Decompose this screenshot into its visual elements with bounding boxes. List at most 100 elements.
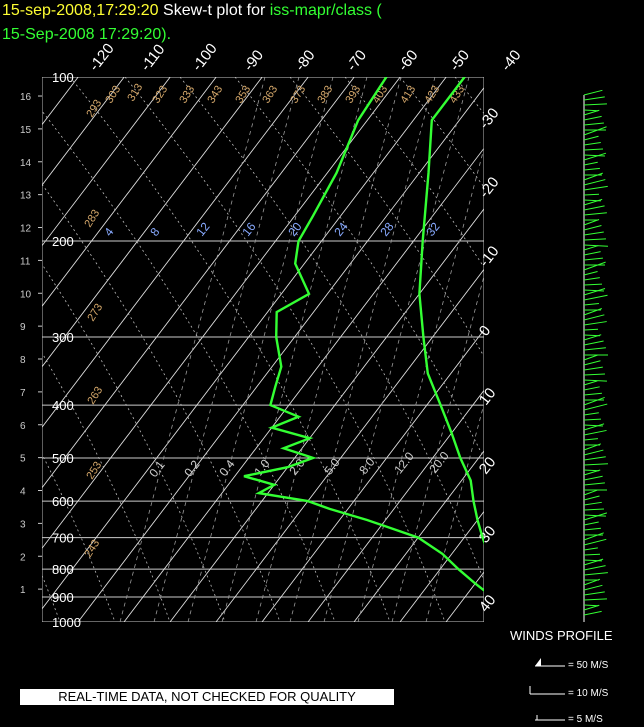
dry-adiabat-label-7: 363 [260, 84, 280, 106]
pressure-label-700: 700 [52, 531, 74, 546]
wind-barb [583, 429, 607, 436]
wind-barb [583, 469, 601, 476]
wind-barb [583, 321, 607, 326]
dry-adiabat-2 [42, 352, 170, 622]
wind-barb [583, 225, 602, 231]
wind-barb [583, 198, 603, 206]
isotherm-top-label-0: -120 [86, 40, 118, 74]
wind-barb [583, 423, 605, 431]
chart-traces [243, 77, 484, 592]
isotherm--20 [307, 389, 484, 622]
height-label-10: 10 [20, 289, 32, 300]
height-label-5: 5 [20, 454, 26, 465]
wind-barb [583, 115, 602, 121]
height-label-12: 12 [20, 224, 32, 235]
wind-barb [583, 591, 605, 596]
wind-barb [583, 244, 608, 247]
wind-barb [583, 245, 599, 251]
mixing-ratio-label-0: 4 [101, 225, 116, 239]
mixing-ratio-line-1 [153, 77, 300, 622]
dry-adiabat-label-12: 413 [398, 84, 418, 106]
wind-barb [583, 294, 608, 301]
wind-barb [583, 456, 606, 461]
height-label-8: 8 [20, 355, 26, 366]
wind-barb [583, 154, 605, 157]
wind-barb [583, 412, 599, 416]
mixing-ratio-line-9 [425, 402, 484, 622]
wind-barb [583, 219, 600, 226]
isotherm-right-label-0: -30 [476, 105, 503, 133]
isotherm--100 [42, 77, 355, 489]
wind-barb [583, 135, 599, 141]
mixing-ratio-label-3: 16 [239, 219, 258, 238]
isotherm--50 [169, 208, 484, 622]
isotherm-right-label-7: 40 [476, 592, 500, 616]
dry-adiabat-5 [42, 110, 335, 622]
wind-barb [583, 572, 608, 576]
winds-profile-title: WINDS PROFILE [510, 628, 613, 643]
title-time: 15-sep-2008,17:29:20 [2, 2, 159, 19]
wind-barb [583, 205, 605, 211]
dry-adiabat-label-16: 273 [85, 302, 105, 324]
dry-adiabat-9 [234, 77, 484, 460]
isotherm-top-label-8: -40 [498, 47, 525, 75]
pressure-label-1000: 1000 [52, 615, 81, 630]
isotherm--110 [42, 77, 309, 429]
wind-barb [583, 521, 599, 526]
wind-barb [583, 438, 598, 441]
dry-adiabat-label-1: 303 [103, 84, 123, 106]
title-prefix: Skew-t plot for [163, 2, 266, 19]
dry-adiabat-label-2: 313 [125, 82, 145, 104]
wind-barb [583, 547, 598, 551]
wind-barb [583, 354, 599, 361]
moist-label-2: 0.4 [216, 457, 238, 479]
wind-barb [583, 424, 604, 427]
wind-barb [583, 141, 601, 146]
wind-barb [583, 96, 605, 101]
isotherm-top-label-3: -90 [240, 47, 267, 75]
wind-barb [583, 610, 602, 616]
mixing-ratio-line-4 [255, 77, 402, 622]
height-label-14: 14 [20, 158, 32, 169]
wind-barb [583, 103, 607, 106]
wind-barb [583, 392, 602, 396]
pressure-label-400: 400 [52, 398, 74, 413]
dry-adiabat-8 [179, 77, 484, 582]
wind-barb [583, 328, 599, 331]
pressure-label-800: 800 [52, 562, 74, 577]
dry-adiabat-label-3: 323 [150, 84, 170, 106]
dry-adiabat-label-17: 263 [85, 385, 105, 407]
wind-barb [583, 308, 603, 316]
isotherm--70 [77, 87, 484, 622]
isotherm-20 [492, 77, 644, 622]
dewpoint-trace [243, 77, 484, 592]
wind-barb [583, 303, 599, 306]
wind-barb [583, 598, 607, 601]
pressure-label-300: 300 [52, 330, 74, 345]
height-label-13: 13 [20, 191, 32, 202]
wind-barb [583, 584, 603, 591]
moist-label-1: 0.2 [181, 457, 203, 479]
wind-barb [583, 340, 604, 346]
wind-barb [583, 289, 604, 292]
mixing-ratio-label-6: 28 [377, 219, 396, 238]
wind-barb [583, 475, 603, 481]
wind-barb [583, 152, 607, 161]
wind-barb [583, 109, 599, 112]
wind-barb [583, 109, 600, 116]
height-label-15: 15 [20, 125, 32, 136]
isotherm--140 [42, 77, 171, 247]
moist-label-8: 20.0 [426, 449, 452, 476]
chart-grid [42, 77, 644, 622]
dry-adiabat-12 [399, 77, 484, 188]
wind-barb [583, 238, 606, 241]
wind-barb [583, 257, 603, 261]
wind-barb [583, 193, 600, 196]
isotherm-right-label-4: 10 [476, 385, 500, 409]
wind-barb [583, 179, 606, 186]
height-label-6: 6 [20, 421, 26, 432]
wind-barb [583, 449, 604, 456]
wind-barb [583, 148, 604, 151]
wind-barb [583, 463, 608, 466]
